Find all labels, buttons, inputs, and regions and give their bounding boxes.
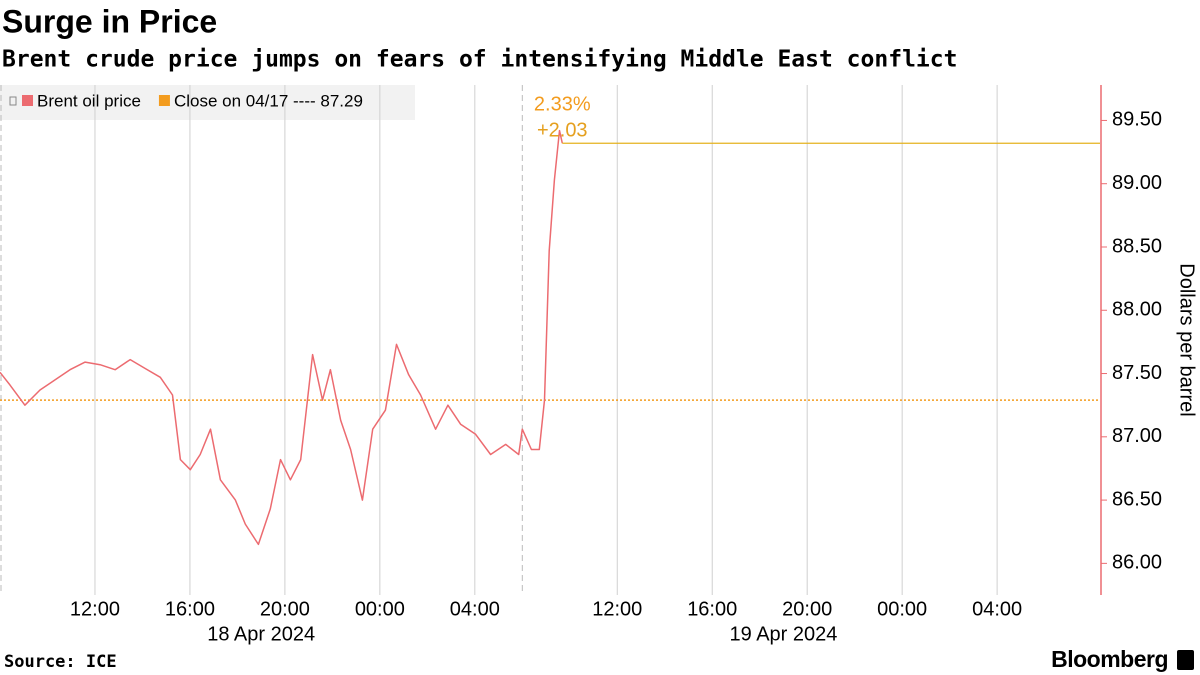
price-line	[0, 129, 564, 546]
y-tick-label: 87.50	[1112, 362, 1162, 384]
y-tick-label: 89.00	[1112, 172, 1162, 194]
source: Source: ICE	[4, 652, 117, 672]
legend-icon	[9, 96, 17, 106]
x-tick-label: 04:00	[450, 598, 500, 620]
x-group-label: 18 Apr 2024	[207, 623, 315, 645]
chart-subtitle: Brent crude price jumps on fears of inte…	[2, 47, 957, 73]
y-tick-label: 87.00	[1112, 425, 1162, 447]
legend-label: Brent oil price	[37, 91, 141, 110]
x-group-label: 19 Apr 2024	[730, 623, 838, 645]
y-tick-label: 88.00	[1112, 299, 1162, 321]
brand-icon	[1177, 650, 1194, 670]
chart-title: Surge in Price	[2, 3, 217, 39]
annotation: 2.33%	[534, 93, 591, 115]
x-tick-label: 16:00	[687, 598, 737, 620]
legend-swatch	[22, 95, 33, 106]
x-tick-label: 16:00	[165, 598, 215, 620]
y-tick-label: 86.00	[1112, 552, 1162, 574]
y-axis-label: Dollars per barrel	[1176, 263, 1198, 416]
y-tick-label: 89.50	[1112, 109, 1162, 131]
legend-label: Close on 04/17 ---- 87.29	[174, 91, 363, 110]
y-tick-label: 88.50	[1112, 235, 1162, 257]
legend-swatch	[158, 95, 170, 106]
legend-box	[0, 85, 415, 120]
annotation: +2.03	[537, 119, 588, 141]
x-tick-label: 04:00	[972, 598, 1022, 620]
brand: Bloomberg	[1051, 646, 1168, 672]
x-tick-label: 12:00	[592, 598, 642, 620]
y-tick-label: 86.50	[1112, 488, 1162, 510]
x-tick-label: 12:00	[70, 598, 120, 620]
x-tick-label: 20:00	[782, 598, 832, 620]
x-tick-label: 20:00	[260, 598, 310, 620]
x-tick-label: 00:00	[355, 598, 405, 620]
x-tick-label: 00:00	[877, 598, 927, 620]
